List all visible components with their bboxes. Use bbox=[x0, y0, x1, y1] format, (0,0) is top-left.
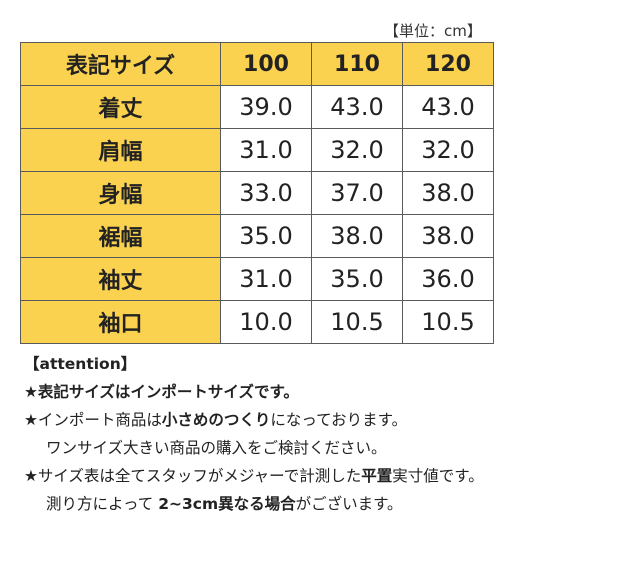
table-cell: 33.0 bbox=[220, 171, 312, 215]
note-measurement: ★サイズ表は全てスタッフがメジャーで計測した平置実寸値です。 bbox=[24, 467, 484, 485]
table-cell: 32.0 bbox=[402, 128, 494, 172]
header-cell-110: 110 bbox=[311, 42, 403, 86]
table-row: 肩幅 31.0 32.0 32.0 bbox=[20, 128, 494, 172]
header-cell-size-label: 表記サイズ bbox=[20, 42, 221, 86]
table-header-row: 表記サイズ 100 110 120 bbox=[20, 42, 494, 86]
table-cell: 37.0 bbox=[311, 171, 403, 215]
table-cell: 38.0 bbox=[402, 171, 494, 215]
table-cell: 31.0 bbox=[220, 257, 312, 301]
table-cell: 10.5 bbox=[311, 300, 403, 344]
row-label: 肩幅 bbox=[20, 128, 221, 172]
table-cell: 31.0 bbox=[220, 128, 312, 172]
row-label: 身幅 bbox=[20, 171, 221, 215]
unit-label: 【単位：cm】 bbox=[384, 22, 482, 40]
row-label: 袖口 bbox=[20, 300, 221, 344]
table-row: 身幅 33.0 37.0 38.0 bbox=[20, 171, 494, 215]
table-cell: 36.0 bbox=[402, 257, 494, 301]
note-size-up: ワンサイズ大きい商品の購入をご検討ください。 bbox=[46, 439, 387, 457]
table-cell: 35.0 bbox=[220, 214, 312, 258]
row-label: 袖丈 bbox=[20, 257, 221, 301]
note-variance: 測り方によって 2~3cm異なる場合がございます。 bbox=[46, 495, 403, 513]
table-cell: 10.0 bbox=[220, 300, 312, 344]
note-small-fit: ★インポート商品は小さめのつくりになっております。 bbox=[24, 411, 408, 429]
table-cell: 35.0 bbox=[311, 257, 403, 301]
table-cell: 43.0 bbox=[311, 85, 403, 129]
header-cell-100: 100 bbox=[220, 42, 312, 86]
table-row: 着丈 39.0 43.0 43.0 bbox=[20, 85, 494, 129]
table-row: 袖口 10.0 10.5 10.5 bbox=[20, 300, 494, 344]
row-label: 着丈 bbox=[20, 85, 221, 129]
note-import-size: ★表記サイズはインポートサイズです。 bbox=[24, 383, 299, 401]
table-row: 裾幅 35.0 38.0 38.0 bbox=[20, 214, 494, 258]
attention-heading: 【attention】 bbox=[24, 355, 137, 373]
attention-notes: 【attention】 ★表記サイズはインポートサイズです。 ★インポート商品は… bbox=[24, 350, 484, 518]
table-cell: 38.0 bbox=[311, 214, 403, 258]
size-table: 表記サイズ 100 110 120 着丈 39.0 43.0 43.0 肩幅 3… bbox=[20, 42, 494, 344]
header-cell-120: 120 bbox=[402, 42, 494, 86]
table-cell: 38.0 bbox=[402, 214, 494, 258]
table-cell: 10.5 bbox=[402, 300, 494, 344]
table-cell: 39.0 bbox=[220, 85, 312, 129]
table-row: 袖丈 31.0 35.0 36.0 bbox=[20, 257, 494, 301]
row-label: 裾幅 bbox=[20, 214, 221, 258]
table-cell: 32.0 bbox=[311, 128, 403, 172]
table-cell: 43.0 bbox=[402, 85, 494, 129]
